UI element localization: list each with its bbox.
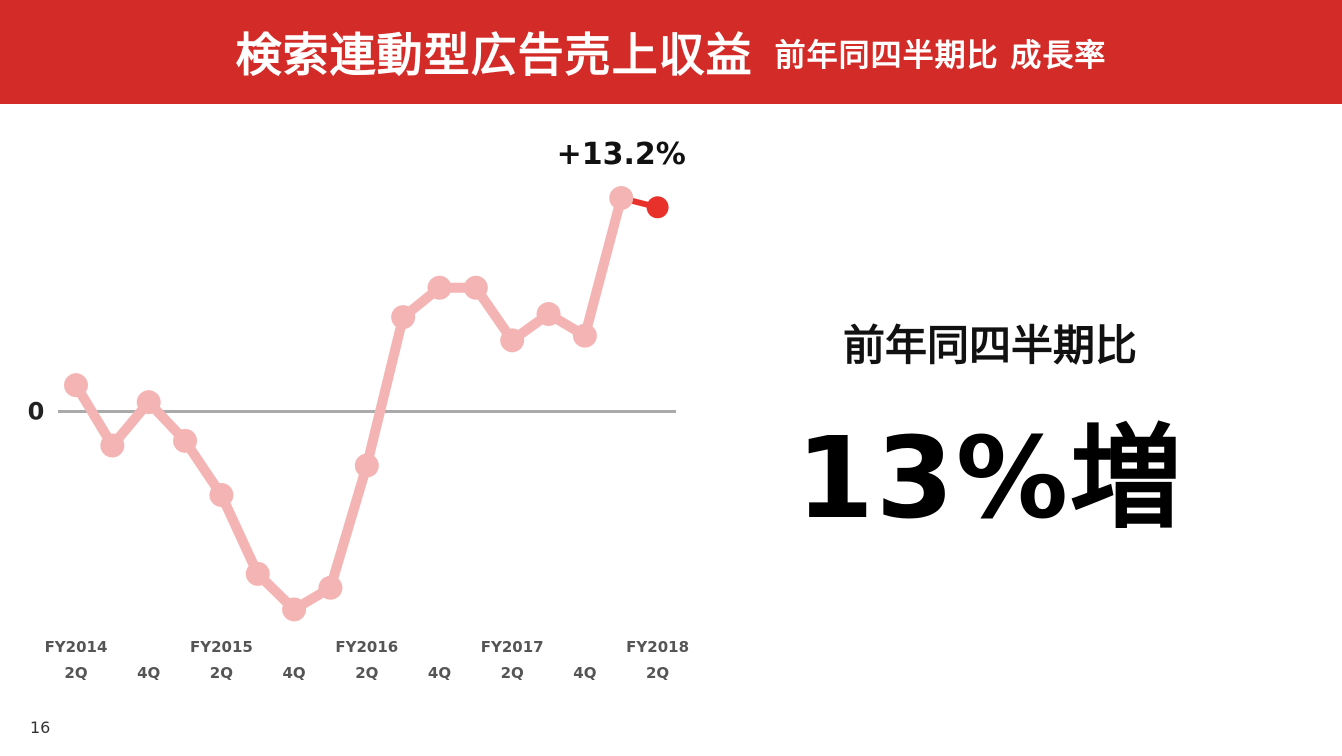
series-line	[71, 193, 627, 615]
data-point	[136, 390, 161, 415]
x-tick-year-label: FY2014	[45, 638, 108, 656]
data-point	[500, 328, 525, 353]
x-tick-quarter-label: 4Q	[137, 664, 160, 682]
header-title: 検索連動型広告売上収益 前年同四半期比 成長率	[0, 0, 1342, 104]
data-point	[64, 373, 88, 398]
header-subtitle: 前年同四半期比 成長率	[774, 37, 1107, 74]
x-tick-year-label: FY2016	[335, 638, 398, 656]
data-point	[463, 275, 488, 300]
data-point	[245, 561, 270, 586]
data-point	[646, 196, 669, 219]
highlight-label: +13.2%	[557, 137, 686, 172]
data-point	[391, 305, 416, 330]
zero-label: 0	[28, 397, 45, 425]
data-point	[173, 428, 198, 453]
data-point	[318, 575, 343, 600]
x-tick-year-label: FY2018	[626, 638, 689, 656]
data-point	[609, 186, 634, 211]
header-main-title: 検索連動型広告売上収益	[235, 28, 753, 82]
data-point	[100, 433, 125, 458]
x-tick-quarter-label: 2Q	[355, 664, 378, 682]
x-tick-quarter-label: 2Q	[501, 664, 524, 682]
data-point	[209, 482, 234, 507]
x-tick-quarter-label: 4Q	[573, 664, 596, 682]
growth-line-chart: 0 +13.2% FY2014 2Q 4Q FY2015 2Q 4Q FY2016 2Q 4Q FY2…	[28, 137, 689, 682]
header-bar	[0, 0, 1342, 104]
x-tick-quarter-label: 4Q	[282, 664, 305, 682]
data-point	[536, 302, 561, 327]
x-tick-quarter-label: 4Q	[428, 664, 451, 682]
x-tick-quarter-label: 2Q	[210, 664, 233, 682]
data-point	[572, 323, 597, 348]
x-tick-year-label: FY2017	[481, 638, 544, 656]
x-tick-quarter-label: 2Q	[64, 664, 87, 682]
page-number: 16	[30, 718, 51, 737]
data-point	[282, 597, 307, 622]
stat-value: 13%増	[795, 414, 1185, 544]
x-tick-year-label: FY2015	[190, 638, 253, 656]
x-tick-quarter-label: 2Q	[646, 664, 669, 682]
data-point	[427, 275, 452, 300]
data-point	[354, 453, 379, 478]
stat-label: 前年同四半期比	[842, 321, 1137, 370]
